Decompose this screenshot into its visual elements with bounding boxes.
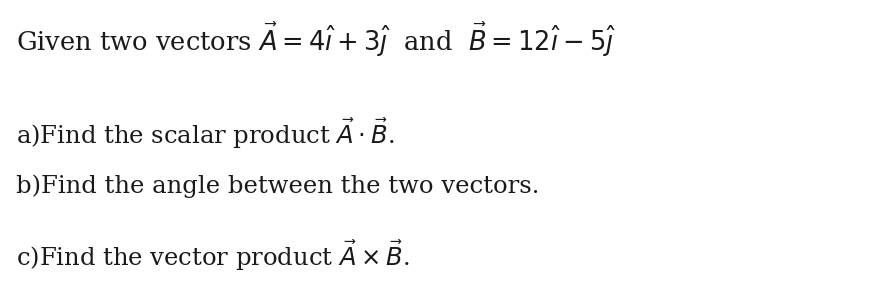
Text: a)Find the scalar product $\vec{A} \cdot \vec{B}$.: a)Find the scalar product $\vec{A} \cdot… <box>16 116 394 151</box>
Text: Given two vectors $\vec{A} = 4\hat{\imath} + 3\hat{\jmath}$  and  $\vec{B} = 12\: Given two vectors $\vec{A} = 4\hat{\imat… <box>16 20 616 59</box>
Text: c)Find the vector product $\vec{A} \times \vec{B}$.: c)Find the vector product $\vec{A} \time… <box>16 239 409 274</box>
Text: b)Find the angle between the two vectors.: b)Find the angle between the two vectors… <box>16 175 539 198</box>
